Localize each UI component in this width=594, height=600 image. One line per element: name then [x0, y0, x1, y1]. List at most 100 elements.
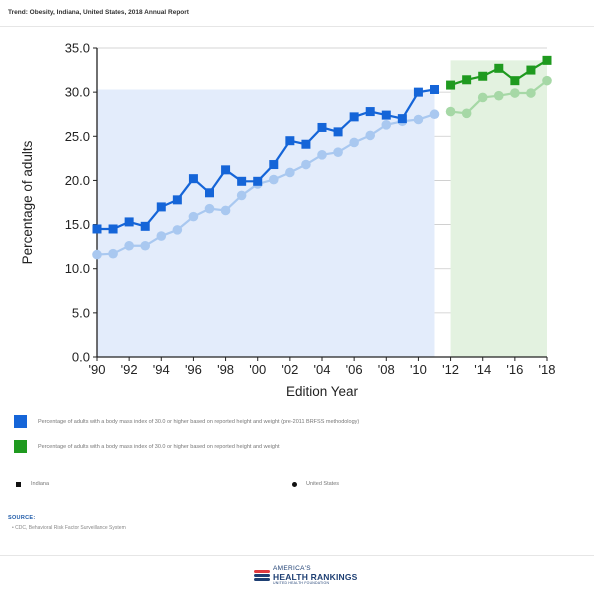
series-line-us-blue — [96, 113, 435, 256]
data-point-indiana — [494, 63, 504, 73]
data-point-us — [317, 150, 327, 160]
x-tick-label: '14 — [474, 362, 491, 377]
data-point-us — [220, 205, 231, 216]
data-point-us — [156, 231, 167, 241]
circle-marker-icon — [292, 481, 297, 487]
data-point-indiana — [269, 160, 279, 170]
data-point-indiana — [108, 224, 118, 234]
data-point-indiana — [510, 76, 520, 86]
series-line-indiana-blue — [97, 88, 435, 231]
legend-label-current: Percentage of adults with a body mass in… — [38, 443, 280, 450]
data-point-us — [301, 159, 311, 170]
data-point-us — [445, 106, 456, 117]
data-point-us — [204, 203, 215, 214]
data-point-indiana — [381, 110, 391, 120]
x-tick-label: '02 — [281, 362, 298, 377]
x-tick-label: '04 — [314, 362, 331, 377]
y-tick-label: 30.0 — [65, 85, 90, 100]
data-point-us — [526, 88, 536, 98]
x-tick-label: '16 — [506, 362, 523, 377]
data-point-indiana — [397, 114, 407, 124]
x-tick-label: '98 — [217, 362, 234, 377]
data-point-us — [92, 249, 102, 260]
data-point-indiana — [317, 122, 327, 132]
footer-divider — [0, 555, 594, 556]
data-point-us — [477, 92, 488, 103]
data-point-us — [381, 120, 392, 130]
data-point-us — [493, 90, 504, 101]
y-tick-label: 25.0 — [65, 129, 90, 144]
data-point-indiana — [462, 75, 472, 85]
x-tick-label: '12 — [442, 362, 459, 377]
y-tick-label: 15.0 — [65, 217, 90, 232]
x-tick-label: '00 — [249, 362, 266, 377]
legend-marker-indiana: Indiana — [16, 481, 49, 487]
data-point-us — [124, 240, 134, 251]
data-point-indiana — [365, 107, 375, 117]
data-point-us — [365, 130, 376, 141]
americas-health-rankings-logo: AMERICA'S HEALTH RANKINGS UNITED HEALTH … — [254, 565, 358, 586]
data-point-us — [108, 248, 118, 259]
x-tick-label: '94 — [153, 362, 170, 377]
source-label: SOURCE: — [8, 515, 36, 521]
logo-main-text: HEALTH RANKINGS — [273, 571, 358, 582]
data-point-indiana — [542, 55, 552, 65]
shaded-area-blue — [97, 89, 435, 357]
data-point-indiana — [285, 136, 295, 146]
shaded-area-green — [450, 60, 547, 358]
x-tick-label: '92 — [121, 362, 138, 377]
y-tick-label: 20.0 — [65, 173, 90, 188]
legend-item-current: Percentage of adults with a body mass in… — [14, 440, 280, 453]
data-point-indiana — [446, 80, 456, 90]
source-item: • CDC, Behavioral Risk Factor Surveillan… — [12, 525, 126, 531]
data-point-us — [349, 137, 359, 148]
data-point-us — [510, 88, 520, 98]
data-point-us — [542, 75, 552, 86]
data-point-us — [461, 108, 472, 119]
data-point-us — [236, 190, 247, 201]
square-marker-icon — [16, 481, 21, 487]
data-point-indiana — [413, 87, 423, 97]
data-point-indiana — [253, 176, 263, 186]
y-tick-label: 5.0 — [72, 305, 90, 320]
x-tick-label: '10 — [410, 362, 427, 377]
data-point-indiana — [156, 202, 166, 212]
x-tick-label: '08 — [378, 362, 395, 377]
data-point-indiana — [172, 195, 182, 205]
data-point-indiana — [237, 176, 247, 186]
page-title: Trend: Obesity, Indiana, United States, … — [8, 9, 189, 16]
data-point-indiana — [301, 139, 311, 149]
x-tick-label: '18 — [539, 362, 556, 377]
x-axis-label: Edition Year — [286, 384, 359, 399]
y-tick-label: 0.0 — [72, 350, 90, 365]
data-point-us — [140, 240, 151, 251]
legend-marker-us-label: United States — [306, 481, 340, 487]
x-tick-label: '96 — [185, 362, 202, 377]
trend-chart: 0.0 5.0 10.0 15.0 20.0 25.0 30.0 35.0 '90 '92 '94 '… — [20, 41, 556, 400]
x-tick-label: '06 — [346, 362, 363, 377]
logo-sub-text: UNITED HEALTH FOUNDATION — [273, 581, 330, 585]
legend-item-pre-2011: Percentage of adults with a body mass in… — [14, 415, 359, 428]
data-point-us — [429, 109, 440, 120]
data-point-indiana — [478, 71, 488, 81]
data-point-us — [188, 211, 199, 222]
x-tick-label: '90 — [89, 362, 106, 377]
legend-marker-us: United States — [292, 481, 339, 487]
data-point-us — [413, 114, 424, 125]
legend-swatch-green — [14, 440, 27, 453]
data-point-indiana — [333, 127, 343, 137]
data-point-indiana — [140, 221, 150, 231]
header-bar: Trend: Obesity, Indiana, United States, … — [0, 0, 594, 27]
y-axis-label: Percentage of adults — [20, 140, 35, 264]
data-point-us — [172, 225, 183, 235]
data-point-indiana — [221, 165, 231, 175]
data-point-indiana — [205, 188, 214, 198]
data-point-indiana — [526, 65, 536, 75]
logo-top-text: AMERICA'S — [273, 565, 311, 572]
data-point-us — [333, 147, 343, 157]
y-tick-label: 35.0 — [65, 41, 90, 56]
data-point-us — [285, 167, 295, 178]
legend-label-pre-2011: Percentage of adults with a body mass in… — [38, 418, 360, 425]
data-point-indiana — [124, 217, 134, 227]
data-point-indiana — [430, 84, 439, 94]
